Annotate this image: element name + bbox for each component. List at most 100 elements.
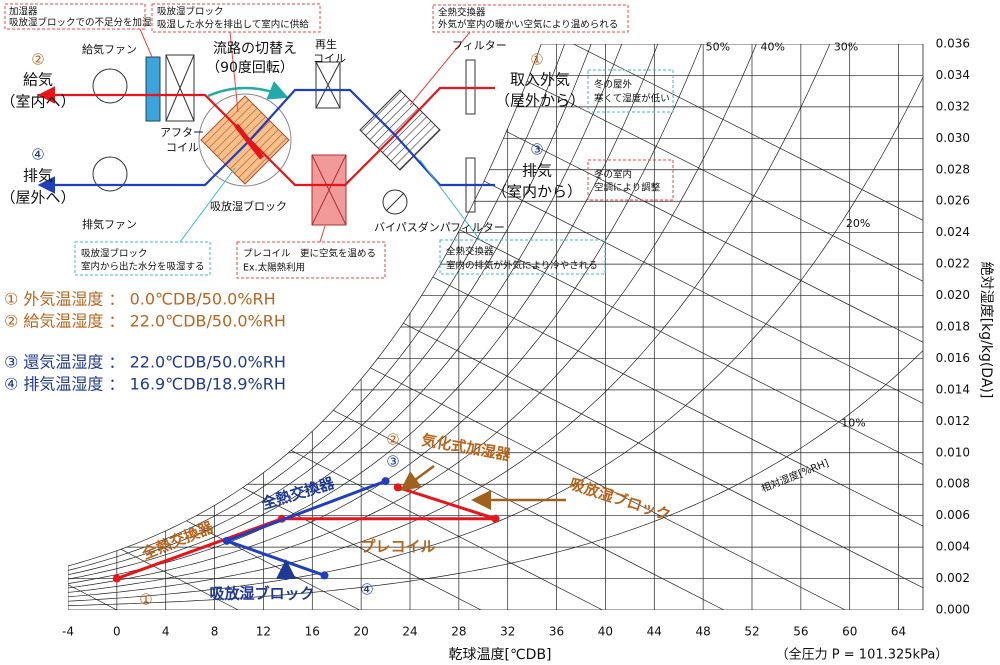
enthalpy-line	[242, 487, 482, 610]
y-tick-label: 0.004	[936, 540, 970, 554]
x-axis-label: 乾球温度[℃DB]	[448, 647, 551, 663]
bypass-damper	[382, 189, 408, 215]
enthalpy-line	[370, 367, 846, 610]
component-label: アフター	[160, 126, 204, 139]
exhaust-fan	[92, 156, 128, 192]
port-name: 排気	[522, 162, 552, 180]
x-tick-label: 0	[113, 625, 121, 639]
annotation: プレコイル	[360, 538, 435, 556]
x-tick-label: 32	[500, 625, 515, 639]
callout-text: Ex.太陽熱利用	[243, 262, 305, 274]
annotation: 全熱交換器	[258, 474, 337, 514]
y-tick-label: 0.000	[936, 603, 970, 617]
port-number: ②	[31, 51, 44, 69]
port-name: 取入外気	[510, 71, 570, 89]
y-tick-label: 0.010	[936, 445, 970, 459]
callout-text: 寒くて湿度が低い	[594, 93, 670, 105]
state-point	[222, 536, 231, 545]
port-name: 排気	[23, 167, 53, 185]
supply-flow	[37, 86, 495, 187]
port-number: ④	[31, 146, 44, 164]
x-tick-label: 40	[598, 625, 613, 639]
x-tick-label: -4	[62, 625, 74, 639]
after-coil	[165, 54, 195, 122]
condition: ① 外気温湿度 ： 0.0℃DB/50.0%RH	[4, 290, 276, 309]
callout-text: プレコイル 更に空気を温める	[243, 248, 376, 260]
y-tick-label: 0.022	[936, 257, 970, 271]
y-tick-label: 0.002	[936, 571, 970, 585]
x-tick-label: 24	[402, 625, 417, 639]
callout-pointer	[139, 28, 153, 58]
component-label: フィルター	[450, 221, 505, 234]
rh-curve	[68, 44, 623, 580]
annotation: ①	[139, 591, 152, 609]
x-tick-label: 20	[354, 625, 369, 639]
x-tick-label: 52	[744, 625, 759, 639]
component-label: バイパスダンパ	[374, 220, 451, 234]
rh-curve	[68, 44, 592, 576]
y-tick-label: 0.006	[936, 508, 970, 522]
regen-coil	[315, 61, 341, 109]
state-point	[393, 483, 402, 492]
conditions: ① 外気温湿度 ： 0.0℃DB/50.0%RH ② 給気温湿度 ： 22.0℃…	[4, 290, 286, 394]
callout-text: 吸放湿ブロックでの不足分を加湿	[9, 17, 152, 29]
annotation: 吸放湿ブロック	[209, 585, 314, 603]
callout-text: 吸放湿ブロック	[157, 6, 224, 18]
y-tick-label: 0.016	[936, 351, 970, 365]
state-point	[491, 514, 500, 523]
transfer-mark	[234, 123, 264, 160]
y-tick-label: 0.032	[936, 99, 970, 113]
callout-box	[74, 241, 211, 276]
callout-text: 冬の室内	[594, 169, 632, 181]
x-tick-label: 64	[891, 625, 906, 639]
enthalpy-line	[459, 229, 923, 466]
callout-box	[439, 239, 606, 275]
rh-curve	[68, 44, 659, 584]
component-label: コイル	[313, 52, 346, 65]
callout-pointer	[419, 159, 481, 241]
port-note: （屋外から）	[495, 92, 585, 110]
after-coil-x	[165, 54, 195, 122]
supply-fan	[92, 68, 128, 104]
x-tick-label: 8	[211, 625, 219, 639]
callout-text: 全熱交換器	[438, 7, 486, 19]
state-point	[320, 571, 329, 580]
callout-pointer	[229, 31, 239, 113]
x-tick-label: 4	[162, 625, 170, 639]
enthalpy-line	[120, 548, 239, 610]
callout-box	[4, 3, 146, 30]
annotation: 気化式加湿器	[420, 431, 513, 465]
x-tick-label: 56	[793, 625, 808, 639]
y-tick-label: 0.024	[936, 225, 970, 239]
enthalpy-line	[68, 584, 118, 610]
port-number: ①	[530, 51, 543, 69]
callout-text: 全熱交換器	[446, 246, 494, 258]
callout-pointer	[319, 225, 326, 243]
rh-label: 20%	[846, 217, 870, 230]
callout-box	[432, 4, 629, 33]
y-tick-label: 0.020	[936, 288, 970, 302]
annotation-arrows	[276, 464, 566, 580]
component-label: 給気ファン	[82, 42, 137, 56]
rh-label: 40%	[760, 41, 784, 54]
rh-axis-label: 相対湿度[%RH]	[759, 456, 831, 495]
diagram-texts: 加湿器 吸放湿ブロックでの不足分を加湿 吸放湿ブロック 吸湿した水分を排出して室…	[0, 6, 669, 274]
y-tick-label: 0.030	[936, 131, 970, 145]
x-tick-label: 60	[842, 625, 857, 639]
rh-curve	[68, 44, 566, 571]
rh-label: 50%	[706, 41, 730, 54]
humidifier	[145, 56, 161, 122]
y-tick-label: 0.014	[936, 382, 970, 396]
y-tick-label: 0.028	[936, 162, 970, 176]
x-tick-label: 44	[647, 625, 662, 639]
y-tick-label: 0.034	[936, 68, 970, 82]
wheel	[198, 93, 292, 187]
annotation: ③	[386, 453, 399, 471]
x-tick-label: 12	[256, 625, 271, 639]
callout-box	[587, 69, 674, 113]
bypass-blade	[385, 192, 405, 212]
rh-curve	[68, 350, 923, 606]
diagram	[4, 3, 674, 279]
callout-text: 加湿器	[9, 7, 38, 18]
